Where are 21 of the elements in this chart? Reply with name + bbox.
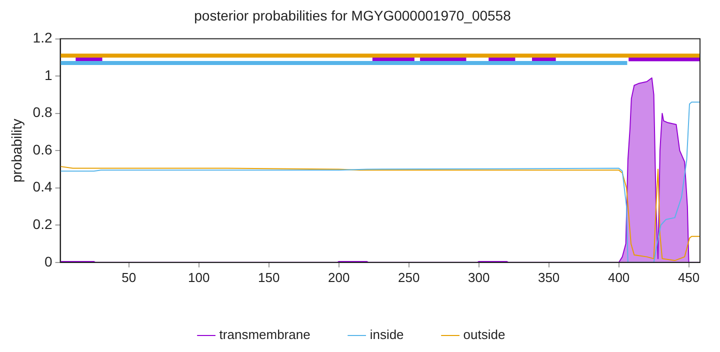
x-tick-label: 150 [258, 270, 280, 285]
x-tick-label: 350 [538, 270, 560, 285]
x-tick-label: 50 [122, 270, 136, 285]
legend-label: transmembrane [219, 327, 310, 342]
chart-title: posterior probabilities for MGYG000001970_00558 [194, 7, 512, 24]
y-tick-label: 0 [44, 253, 52, 270]
x-tick-label: 450 [678, 270, 700, 285]
legend-label: outside [463, 327, 506, 342]
x-tick-label: 100 [188, 270, 210, 285]
x-tick-label: 200 [328, 270, 350, 285]
x-tick-label: 300 [468, 270, 490, 285]
y-tick-label: 0.4 [32, 178, 52, 195]
x-tick-label: 250 [398, 270, 420, 285]
y-tick-label: 0.2 [32, 216, 52, 232]
y-tick-label: 1.2 [32, 30, 52, 46]
y-tick-label: 1 [44, 66, 52, 83]
y-tick-label: 0.6 [32, 141, 52, 158]
legend-label: inside [370, 327, 404, 342]
y-axis-title: probability [8, 118, 24, 183]
x-tick-label: 400 [608, 270, 630, 285]
y-tick-label: 0.8 [32, 104, 52, 120]
